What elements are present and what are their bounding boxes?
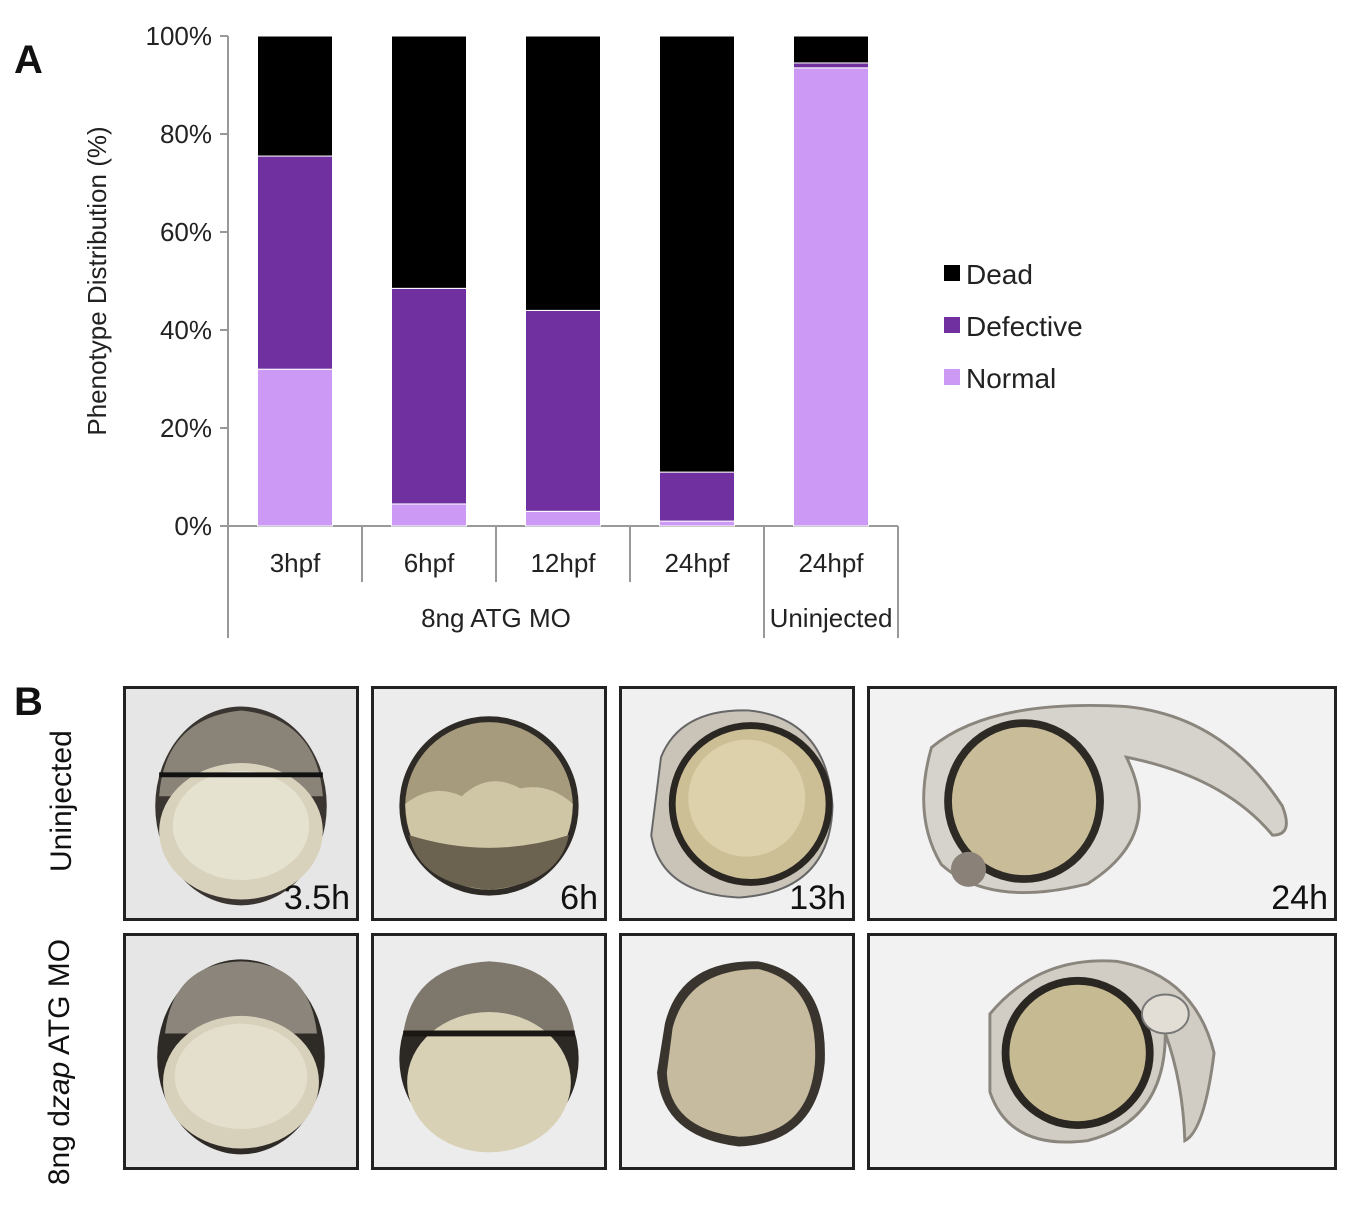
bar-segment-dead xyxy=(257,35,333,157)
bar-segment-defective xyxy=(793,62,869,69)
embryo-drawing xyxy=(650,709,834,899)
embryo-image-morphant-3-5h xyxy=(123,933,359,1170)
x-tick-label: 12hpf xyxy=(530,548,596,578)
bar-segment-normal xyxy=(257,368,333,527)
y-tick-label: 60% xyxy=(160,217,212,247)
legend-swatch-normal xyxy=(944,369,960,385)
embryo-drawing xyxy=(399,961,579,1153)
bar-segment-dead xyxy=(793,35,869,64)
y-tick-label: 40% xyxy=(160,315,212,345)
x-group-label: Uninjected xyxy=(770,603,893,633)
y-tick-label: 80% xyxy=(160,119,212,149)
embryo-image-uninjected-13h: 13h xyxy=(619,686,855,921)
bar-segment-normal xyxy=(793,67,869,527)
row-label-morphant: 8ng dzap ATG MO xyxy=(43,938,76,1186)
legend-swatch-dead xyxy=(944,265,960,281)
bar-segment-normal xyxy=(525,510,601,527)
row-label-uninjected: Uninjected xyxy=(45,730,78,872)
embryo-drawing xyxy=(157,959,325,1155)
bar-segment-dead xyxy=(525,35,601,311)
time-label-13h: 13h xyxy=(789,879,846,917)
y-tick-label: 100% xyxy=(146,21,213,51)
embryo-drawing xyxy=(657,961,825,1147)
bar-segment-normal xyxy=(391,503,467,527)
bar-segment-defective xyxy=(659,471,735,522)
embryo-drawing xyxy=(922,704,1288,895)
time-label-3-5h: 3.5h xyxy=(283,879,350,917)
panel-b-label: B xyxy=(14,680,43,724)
embryo-image-morphant-6h xyxy=(371,933,607,1170)
legend-label-normal: Normal xyxy=(966,363,1056,394)
x-tick-label: 24hpf xyxy=(798,548,864,578)
bar-segment-dead xyxy=(659,35,735,473)
embryo-image-uninjected-6h: 6h xyxy=(371,686,607,921)
panel-a-label: A xyxy=(14,38,43,82)
legend-swatch-defective xyxy=(944,317,960,333)
stacked-bar-chart: 0% 20% 40% 60% 80% 100% Phenotype Distribution… xyxy=(82,21,1083,638)
bar-segment-defective xyxy=(257,155,333,370)
x-tick-label: 3hpf xyxy=(270,548,321,578)
bar-segment-defective xyxy=(391,287,467,505)
embryo-drawing xyxy=(988,959,1216,1144)
legend-label-defective: Defective xyxy=(966,311,1083,342)
y-tick-label: 0% xyxy=(174,511,212,541)
time-label-24h: 24h xyxy=(1271,879,1328,917)
embryo-image-morphant-24h xyxy=(867,933,1337,1170)
bar-segment-dead xyxy=(391,35,467,289)
embryo-drawing xyxy=(399,716,579,896)
x-tick-label: 24hpf xyxy=(664,548,730,578)
embryo-image-morphant-13h xyxy=(619,933,855,1170)
embryo-image-uninjected-3-5h: 3.5h xyxy=(123,686,359,921)
embryo-drawing xyxy=(155,706,327,906)
y-tick-label: 20% xyxy=(160,413,212,443)
y-axis-label: Phenotype Distribution (%) xyxy=(82,126,112,435)
bar-segment-defective xyxy=(525,309,601,512)
time-label-6h: 6h xyxy=(560,879,598,917)
bar-segment-normal xyxy=(659,520,735,527)
embryo-image-uninjected-24h: 24h xyxy=(867,686,1337,921)
legend-label-dead: Dead xyxy=(966,259,1033,290)
x-group-label: 8ng ATG MO xyxy=(421,603,571,633)
x-tick-label: 6hpf xyxy=(404,548,455,578)
